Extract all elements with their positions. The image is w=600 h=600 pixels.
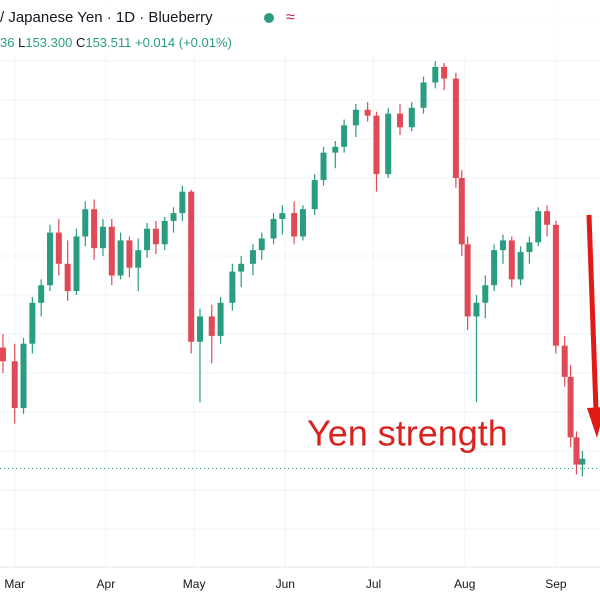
candle-body — [299, 209, 306, 237]
x-tick-label: Jun — [276, 577, 295, 591]
candle-body — [91, 209, 98, 249]
candle-body — [38, 285, 45, 303]
close-value: 153.511 — [85, 35, 131, 50]
candle-body — [170, 213, 177, 221]
header-bg — [0, 0, 600, 56]
candle-body — [561, 345, 568, 377]
ohlc-line: 36 L153.300 C153.511 +0.014 (+0.01%) — [0, 35, 232, 50]
candle-body — [499, 240, 506, 251]
candle-body — [197, 316, 203, 342]
x-tick-label: May — [183, 577, 206, 591]
close-label: C — [76, 35, 85, 50]
low-label: L — [18, 35, 25, 50]
status-dot — [264, 13, 274, 23]
x-tick-label: Mar — [4, 577, 25, 591]
candle-body — [47, 232, 53, 286]
candle-body — [332, 146, 339, 153]
candle-body — [552, 224, 559, 346]
candle-body — [341, 125, 348, 147]
candle-body — [20, 343, 27, 409]
candle-body — [82, 209, 89, 237]
x-tick-label: Aug — [454, 577, 475, 591]
change-value: +0.014 (+0.01%) — [135, 35, 232, 50]
candle-body — [432, 66, 439, 83]
candle-body — [55, 232, 62, 264]
candle-body — [161, 220, 168, 245]
candle-body — [397, 113, 403, 128]
grid — [0, 0, 600, 565]
candle-body — [364, 109, 371, 116]
arrow-head — [587, 407, 600, 438]
candle-body — [217, 302, 224, 336]
candle-body — [452, 78, 459, 179]
candle-body — [458, 178, 465, 245]
candle-body — [508, 240, 515, 280]
candle-body — [473, 302, 480, 317]
candle-body — [573, 437, 580, 465]
candle-body — [385, 113, 392, 175]
candle-body — [258, 238, 265, 251]
candle-body — [29, 302, 36, 344]
candle-body — [291, 213, 298, 237]
candle-body — [229, 271, 236, 303]
candle-body — [579, 458, 586, 465]
candle-body — [188, 191, 195, 342]
candle-body — [420, 82, 427, 108]
candle-body — [117, 240, 124, 276]
x-tick-label: Sep — [545, 577, 567, 591]
candle-body — [517, 252, 524, 280]
low-value: 153.300 — [25, 35, 72, 50]
candle-body — [11, 361, 18, 409]
candle-body — [279, 213, 286, 219]
chart-title: / Japanese Yen · 1D · Blueberry — [0, 9, 213, 26]
candle-body — [352, 109, 359, 126]
open-tail: 36 — [0, 35, 14, 50]
candle-body — [126, 240, 133, 268]
candle-body — [73, 236, 80, 292]
x-tick-label: Apr — [97, 577, 116, 591]
candle-body — [320, 152, 327, 180]
candle-body — [144, 228, 151, 251]
candle-body — [373, 115, 380, 175]
candle-body — [535, 211, 542, 243]
candle-body — [238, 263, 245, 272]
candle-body — [270, 218, 277, 239]
candle-body — [544, 211, 551, 225]
candle-body — [311, 179, 318, 210]
annotation: Yen strength — [307, 413, 508, 454]
candles — [0, 61, 586, 477]
candle-body — [249, 250, 256, 264]
candle-body — [491, 250, 498, 286]
candle-body — [526, 242, 533, 253]
candle-body — [408, 107, 415, 128]
arrow-shaft — [586, 214, 599, 411]
candle-body — [482, 285, 489, 303]
candle-body — [99, 226, 106, 249]
candle-body — [208, 316, 215, 336]
candle-body — [567, 376, 574, 438]
indicator-icon: ≈ — [286, 9, 295, 26]
candle-body — [441, 66, 448, 79]
candle-body — [108, 226, 115, 276]
candle-body — [64, 263, 71, 292]
candle-body — [135, 250, 142, 268]
x-tick-label: Jul — [366, 577, 381, 591]
candle-body — [0, 347, 6, 362]
candle-body — [464, 244, 471, 317]
candle-body — [152, 228, 159, 245]
candle-body — [179, 191, 186, 214]
